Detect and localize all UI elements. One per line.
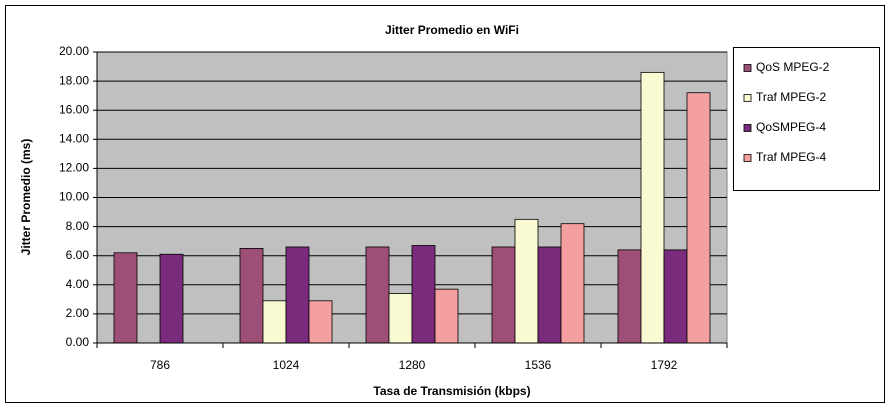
bar [434, 288, 459, 344]
bar [365, 246, 390, 344]
legend-label: QoSMPEG-4 [756, 120, 826, 134]
y-tick-label: 0.00 [66, 335, 90, 349]
y-tick-label: 4.00 [66, 277, 90, 291]
x-axis-label: Tasa de Transmisión (kbps) [373, 384, 530, 398]
y-tick-label: 16.00 [59, 102, 89, 116]
bar [159, 253, 184, 344]
bar [560, 223, 585, 344]
bar [663, 249, 688, 344]
y-axis-label: Jitter Promedio (ms) [19, 139, 33, 256]
chart-title: Jitter Promedio en WiFi [385, 23, 519, 37]
x-tick-label: 1536 [525, 358, 552, 372]
legend-label: Traf MPEG-2 [756, 90, 827, 104]
legend-label: Traf MPEG-4 [756, 150, 827, 164]
x-tick-label: 786 [150, 358, 170, 372]
bar [411, 245, 436, 344]
bar [113, 252, 138, 344]
bar [514, 218, 539, 344]
bar [388, 293, 413, 344]
legend-swatch [743, 154, 752, 162]
y-tick-label: 20.00 [59, 44, 89, 58]
bar [491, 246, 516, 344]
bar [617, 249, 642, 344]
bar [239, 248, 264, 344]
x-tick-label: 1280 [399, 358, 426, 372]
legend [733, 47, 880, 191]
legend-swatch [743, 94, 752, 102]
y-tick-label: 18.00 [59, 73, 89, 87]
x-tick-label: 1792 [651, 358, 678, 372]
y-tick-label: 6.00 [66, 248, 90, 262]
bar [262, 300, 287, 344]
legend-label: QoS MPEG-2 [756, 60, 830, 74]
y-tick-label: 12.00 [59, 161, 89, 175]
x-tick-label: 1024 [273, 358, 300, 372]
bar [537, 246, 562, 344]
bar [285, 246, 310, 344]
y-tick-label: 8.00 [66, 219, 90, 233]
legend-swatch [743, 64, 752, 72]
y-tick-label: 10.00 [59, 190, 89, 204]
y-tick-label: 2.00 [66, 306, 90, 320]
legend-swatch [743, 124, 752, 132]
y-tick-label: 14.00 [59, 131, 89, 145]
bar [308, 300, 333, 344]
bar [686, 92, 711, 344]
bar [640, 71, 665, 344]
